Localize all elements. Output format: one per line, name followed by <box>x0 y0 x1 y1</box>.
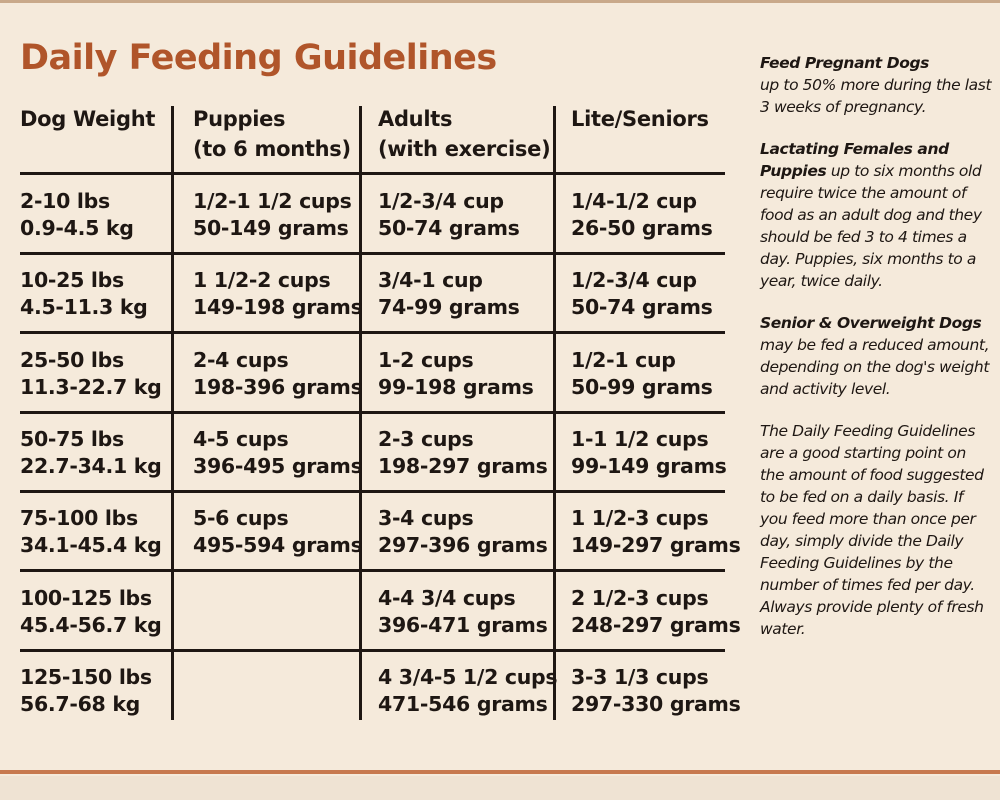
weight-cell: 2-10 lbs 0.9-4.5 kg <box>20 189 134 240</box>
weight-cell: 10-25 lbs 4.5-11.3 kg <box>20 268 148 320</box>
adults-cell: 4 3/4-5 1/2 cups 471-546 grams <box>378 664 558 716</box>
seniors-cell: 1/2-1 cup 50-99 grams <box>571 347 713 399</box>
puppies-cell: 5-6 cups 495-594 grams <box>193 506 363 558</box>
top-border <box>0 0 1000 3</box>
adults-cell: 3/4-1 cup 74-99 grams <box>378 268 520 320</box>
seniors-cell: 1/4-1/2 cup 26-50 grams <box>571 189 713 240</box>
feeding-notes: Feed Pregnant Dogs up to 50% more during … <box>760 52 992 660</box>
bottom-footer-band <box>0 776 1000 800</box>
row-divider <box>20 410 725 414</box>
adults-cell: 1-2 cups 99-198 grams <box>378 347 534 399</box>
header-adults: Adults (with exercise) <box>378 107 551 161</box>
puppies-cell: 1 1/2-2 cups 149-198 grams <box>193 268 363 320</box>
puppies-cell: 1/2-1 1/2 cups 50-149 grams <box>193 189 352 240</box>
row-divider <box>20 252 725 255</box>
adults-cell: 2-3 cups 198-297 grams <box>378 426 548 478</box>
header-dog-weight: Dog Weight <box>20 107 156 131</box>
seniors-cell: 2 1/2-3 cups 248-297 grams <box>571 585 741 637</box>
row-divider <box>20 648 725 652</box>
seniors-cell: 1/2-3/4 cup 50-74 grams <box>571 268 713 320</box>
row-divider <box>20 489 725 493</box>
weight-cell: 25-50 lbs 11.3-22.7 kg <box>20 347 162 399</box>
header-puppies: Puppies (to 6 months) <box>193 107 351 161</box>
adults-cell: 1/2-3/4 cup 50-74 grams <box>378 189 520 240</box>
weight-cell: 125-150 lbs 56.7-68 kg <box>20 664 152 716</box>
weight-cell: 100-125 lbs 45.4-56.7 kg <box>20 585 162 637</box>
adults-cell: 4-4 3/4 cups 396-471 grams <box>378 585 548 637</box>
row-divider <box>20 569 725 573</box>
adults-cell: 3-4 cups 297-396 grams <box>378 506 548 558</box>
header-divider <box>20 172 725 175</box>
seniors-cell: 1 1/2-3 cups 149-297 grams <box>571 506 741 558</box>
puppies-cell: 2-4 cups 198-396 grams <box>193 347 363 399</box>
note-senior: Senior & Overweight Dogs may be fed a re… <box>760 314 990 398</box>
row-divider <box>20 331 725 335</box>
note-pregnant: Feed Pregnant Dogs up to 50% more during … <box>760 54 992 116</box>
header-lite-seniors: Lite/Seniors <box>571 107 709 131</box>
seniors-cell: 3-3 1/3 cups 297-330 grams <box>571 664 741 716</box>
seniors-cell: 1-1 1/2 cups 99-149 grams <box>571 426 727 478</box>
note-guidelines: The Daily Feeding Guidelines are a good … <box>760 422 984 638</box>
feeding-table: Dog Weight Puppies (to 6 months) Adults … <box>20 106 741 720</box>
weight-cell: 75-100 lbs 34.1-45.4 kg <box>20 506 162 558</box>
page-title: Daily Feeding Guidelines <box>20 38 497 78</box>
bottom-accent-band <box>0 770 1000 774</box>
puppies-cell: 4-5 cups 396-495 grams <box>193 426 363 478</box>
weight-cell: 50-75 lbs 22.7-34.1 kg <box>20 426 162 478</box>
note-lactating: Lactating Females and Puppies up to six … <box>760 140 982 290</box>
